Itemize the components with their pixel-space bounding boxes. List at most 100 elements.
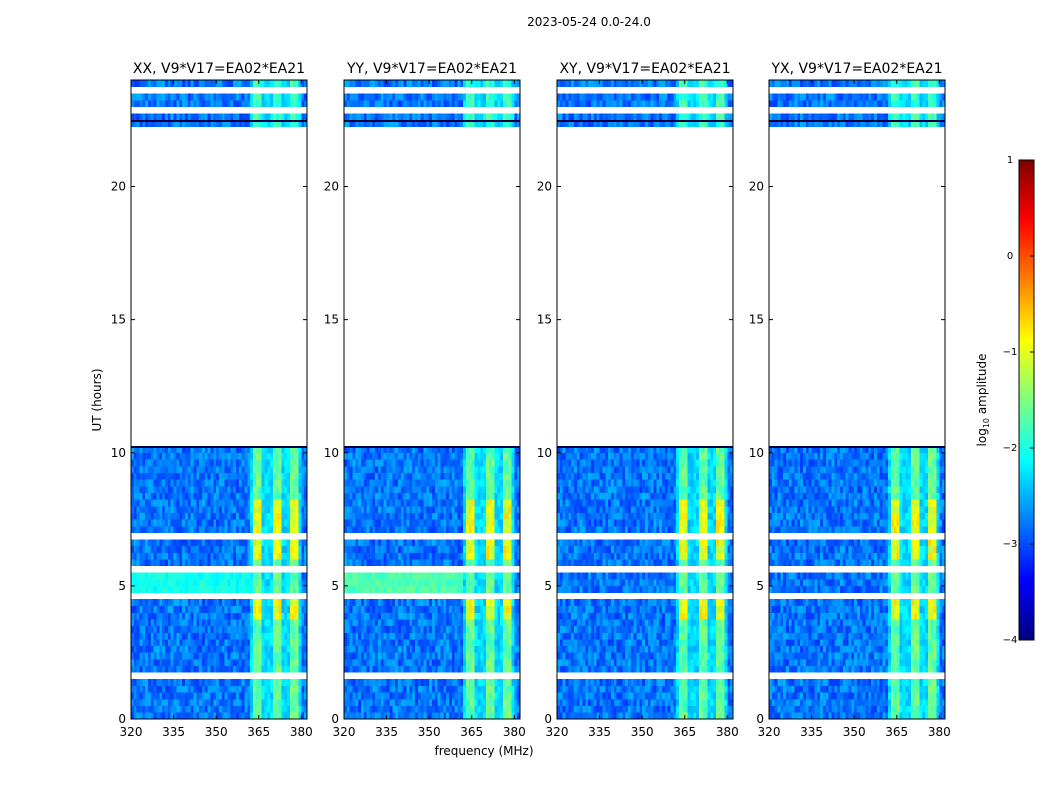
heat-cell (449, 639, 453, 647)
heat-cell (369, 559, 373, 567)
heat-cell (133, 519, 137, 527)
heat-cell (483, 585, 487, 593)
heat-cell (255, 579, 260, 587)
heat-cell (219, 692, 223, 700)
heat-cell (270, 679, 274, 687)
heat-cell (244, 512, 248, 520)
heat-cell (471, 539, 475, 547)
heat-cell (216, 639, 220, 647)
heat-cell (238, 479, 243, 487)
heat-cell (355, 619, 359, 627)
heat-cell (505, 552, 509, 560)
heat-cell (213, 512, 217, 520)
heat-cell (204, 632, 208, 640)
heat-cell (409, 712, 413, 720)
heat-cell (145, 712, 149, 720)
heat-cell (219, 492, 223, 500)
heat-cell (392, 632, 396, 640)
heat-cell (162, 99, 166, 107)
heat-cell (304, 559, 308, 567)
heat-cell (514, 645, 518, 653)
heat-cell (201, 519, 206, 527)
heat-cell (468, 492, 473, 500)
heat-cell (156, 446, 160, 454)
heat-cell (238, 525, 243, 533)
heat-cell (349, 119, 353, 127)
heat-cell (167, 639, 172, 647)
heat-cell (488, 452, 492, 460)
heat-cell (165, 659, 169, 667)
heat-cell (287, 539, 291, 547)
heat-cell (409, 659, 413, 667)
heat-cell (417, 572, 421, 580)
heat-cell (187, 479, 191, 487)
heat-cell (224, 459, 228, 467)
heat-cell (210, 599, 214, 607)
heat-cell (443, 559, 447, 567)
heat-cell (449, 119, 453, 127)
heat-cell (511, 499, 515, 507)
heat-cell (457, 712, 461, 720)
heat-cell (344, 525, 348, 533)
heat-cell (287, 492, 291, 500)
heat-cell (517, 632, 521, 640)
heat-cell (414, 446, 419, 454)
heat-cell (213, 80, 217, 87)
heat-cell (463, 519, 467, 527)
heat-cell (184, 665, 189, 673)
heat-cell (352, 472, 356, 480)
heat-cell (400, 572, 404, 580)
heat-cell (454, 512, 458, 520)
heat-cell (361, 625, 365, 633)
heat-cell (443, 119, 447, 127)
heat-cell (477, 712, 481, 720)
heat-cell (196, 619, 200, 627)
heat-cell (213, 519, 217, 527)
heat-cell (477, 479, 481, 487)
heat-cell (451, 625, 456, 633)
heat-cell (301, 645, 305, 653)
heat-cell (372, 585, 376, 593)
heat-cell (275, 119, 279, 127)
heat-cell (255, 492, 260, 500)
heat-cell (355, 519, 359, 527)
heat-cell (216, 499, 220, 507)
heat-cell (477, 585, 481, 593)
heat-cell (247, 652, 251, 660)
heat-cell (201, 612, 206, 620)
heat-cell (278, 619, 282, 627)
heat-cell (463, 652, 467, 660)
heat-cell (352, 585, 356, 593)
heat-cell (392, 552, 396, 560)
heat-cell (267, 545, 271, 553)
heat-cell (298, 459, 302, 467)
heat-cell (167, 579, 172, 587)
heat-cell (412, 545, 416, 553)
heat-cell (480, 545, 484, 553)
heat-cell (247, 659, 251, 667)
heat-cell (514, 605, 518, 613)
heat-cell (483, 705, 487, 713)
heat-cell (434, 559, 438, 567)
heat-cell (432, 506, 436, 513)
heat-cell (366, 572, 370, 580)
heat-cell (429, 692, 433, 700)
heat-cell (159, 659, 163, 667)
heat-cell (179, 525, 183, 533)
heat-cell (409, 699, 413, 706)
heat-cell (346, 619, 350, 627)
heat-cell (255, 512, 260, 520)
heat-cell (236, 519, 240, 527)
heat-cell (253, 512, 257, 520)
heat-cell (400, 472, 404, 480)
heat-cell (372, 612, 376, 620)
heat-cell (187, 652, 191, 660)
heat-cell (403, 519, 407, 527)
heat-cell (295, 519, 299, 527)
heat-cell (255, 446, 260, 454)
heat-cell (426, 579, 430, 587)
heat-cell (298, 539, 302, 547)
heat-cell (502, 479, 507, 487)
heat-cell (349, 625, 353, 633)
heat-cell (491, 486, 495, 493)
